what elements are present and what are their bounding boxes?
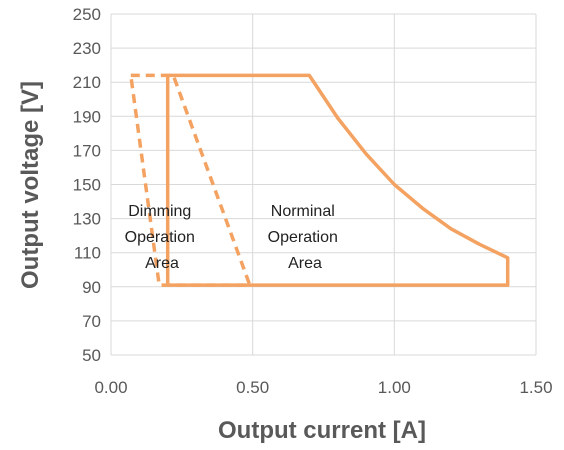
tick-labels: 50 70 90 110 130 150 170 190 210 230 250 0.00 0.50 1.… [73,5,553,397]
y-tick-label: 110 [74,244,101,263]
y-tick-label: 150 [73,176,101,195]
dimming-annotation-line-1: Dimming [128,203,191,220]
x-tick-label: 1.00 [378,378,411,397]
grid [110,13,537,356]
nominal-annotation-line-1: Norminal [271,203,335,220]
y-tick-label: 210 [73,73,101,92]
y-tick-label: 250 [73,5,101,24]
dimming-annotation-line-3: Area [145,255,179,272]
x-tick-label: 0.00 [94,378,127,397]
x-tick-label: 1.50 [519,378,552,397]
y-tick-label: 230 [73,39,101,58]
y-tick-label: 70 [82,312,101,331]
y-tick-label: 50 [82,346,101,365]
dimming-annotation-line-2: Operation [125,229,195,246]
y-tick-label: 90 [82,278,101,297]
y-tick-label: 170 [73,141,101,160]
y-axis-title: Output voltage [V] [17,81,44,289]
x-axis-title: Output current [A] [218,417,426,444]
y-tick-label: 190 [73,107,101,126]
nominal-area-line [165,73,510,287]
dimming-annotation: Dimming Operation Area [125,203,200,272]
y-tick-label: 130 [73,210,101,229]
nominal-annotation-line-2: Operation [268,229,338,246]
nominal-annotation-line-3: Area [288,255,322,272]
x-tick-label: 0.50 [236,378,269,397]
nominal-annotation: Norminal Operation Area [268,203,343,272]
dimming-area-line [129,73,252,287]
plot-area [129,73,510,287]
